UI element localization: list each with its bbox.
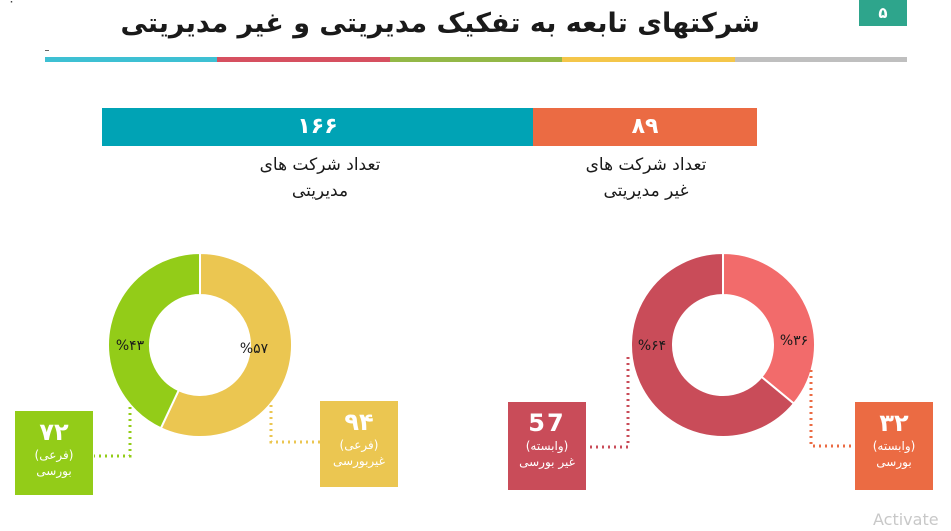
donut-slice-0 [159,251,293,438]
non-management-non-bourse-box: 57 (وابسته) غیر بورسی [508,402,586,490]
non-management-total-bar: ۸۹ [533,108,757,146]
stripe-segment [562,57,735,62]
box-line: (وابسته) [872,439,916,453]
leader-line [269,405,320,444]
leader-line [94,407,132,458]
box-line: غیر بورسی [519,455,575,469]
caption-line: مدیریتی [291,181,349,201]
non-management-donut-chart: %۳۶ %۶۴ [630,251,816,438]
box-value: 57 [528,409,566,437]
caption-line: تعداد شرکت های [585,155,707,175]
box-line: غیربورسی [333,454,385,468]
donut-label-bourse: %۴۳ [116,338,145,354]
non-management-caption: تعداد شرکت های غیر مدیریتی [546,152,746,204]
management-non-bourse-box: ۹۴ (فرعی) غیربورسی [320,401,398,487]
box-value: ۳۲ [879,409,909,437]
stripe-segment [734,57,908,62]
leader-line [585,357,630,449]
donut-slices [107,251,293,438]
management-bourse-box: ۷۲ (فرعی) بورسی [15,411,93,495]
box-value: ۷۲ [39,418,69,446]
activate-watermark: Activate [873,510,939,529]
stripe-segment [217,57,390,62]
box-line: (وابسته) [525,439,569,453]
management-caption: تعداد شرکت های مدیریتی [220,152,420,204]
management-total-bar: ۱۶۶ [102,108,533,146]
box-value: ۹۴ [344,408,374,436]
box-line: (فرعی) [34,448,74,462]
leader-line [809,370,855,448]
box-line: بورسی [36,464,72,478]
box-line: (فرعی) [339,438,379,452]
color-stripe-divider [45,57,908,62]
donut-slice-1 [107,251,201,430]
donut-label-non-bourse: %۵۷ [240,341,269,357]
non-management-bourse-box: ۳۲ (وابسته) بورسی [855,402,933,490]
stripe-segment [389,57,563,62]
caption-line: تعداد شرکت های [259,155,381,175]
donut-label-bourse: %۳۶ [780,333,808,349]
box-line: بورسی [876,455,912,469]
donut-label-non-bourse: %۶۴ [638,338,666,354]
donut-slice-0 [722,251,816,406]
corner-mark: ˙ [8,0,15,16]
management-donut-chart: %۵۷ %۴۳ [107,251,293,438]
caption-line: غیر مدیریتی [603,181,689,201]
slide-title: شرکتهای تابعه به تفکیک مدیریتی و غیر مدی… [120,8,760,39]
donut-slices [630,251,816,438]
page-number-badge: ۵ [859,0,907,26]
divider-tick [45,50,49,51]
stripe-segment [45,57,218,62]
donut-slice-1 [630,251,796,438]
